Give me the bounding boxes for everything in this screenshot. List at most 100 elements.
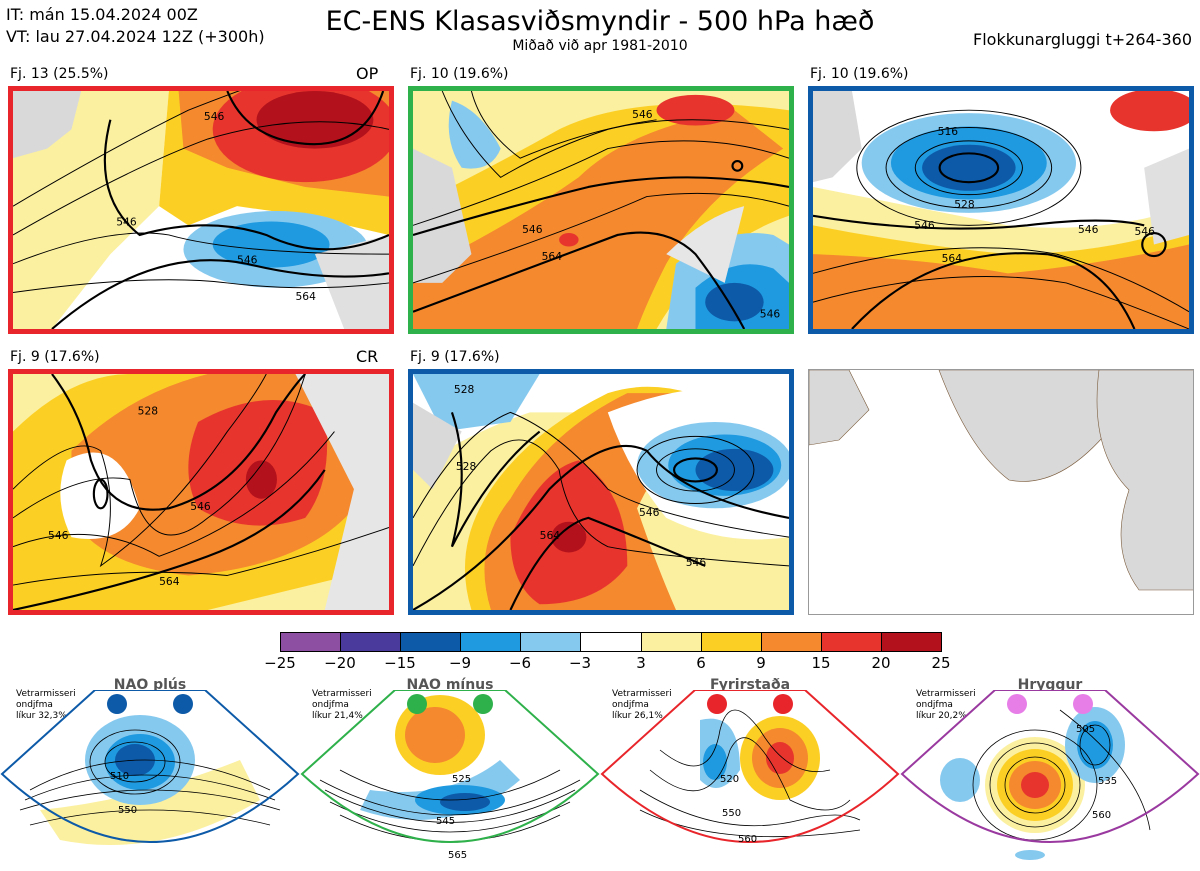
contour-label: 564 [159, 575, 180, 588]
anomaly-map: 528 546 564 546 [13, 374, 389, 610]
contour-label: 546 [760, 308, 781, 321]
contour-label: 565 [448, 850, 467, 861]
regime-title: Hryggur [1017, 677, 1083, 693]
page-subtitle: Miðað við apr 1981-2010 [512, 38, 688, 54]
contour-label: 528 [954, 198, 975, 211]
panel-label: Fj. 9 (17.6%) [410, 349, 500, 365]
contour-label: 528 [138, 404, 159, 417]
colorbar-swatch [341, 633, 402, 651]
colorbar-swatch [401, 633, 462, 651]
panel-label: Fj. 13 (25.5%) [10, 66, 109, 82]
colorbar-tick: 15 [811, 654, 831, 672]
contour-label: 564 [540, 529, 561, 542]
regime-season: Vetrarmisseri [312, 689, 372, 699]
contour-label: 546 [204, 110, 225, 123]
colorbar-tick: −3 [568, 654, 592, 672]
contour-label: 560 [738, 834, 757, 845]
contour-label: 564 [942, 252, 963, 265]
regime-map-blocking: 520 550 560 [600, 690, 900, 845]
regime-months: ondjfma [612, 700, 649, 710]
colorbar-tick: 20 [871, 654, 891, 672]
regime-season: Vetrarmisseri [612, 689, 672, 699]
regime-map-nao-minus: 525 545 565 [300, 690, 600, 861]
contour-label: 546 [914, 219, 935, 232]
anomaly-map: 546 564 546 546 [13, 91, 389, 329]
colorbar-tick: −6 [508, 654, 532, 672]
colorbar-tick: −25 [264, 654, 296, 672]
panel-tag: OP [356, 64, 379, 83]
page-title: EC-ENS Klasasviðsmyndir - 500 hPa hæð [325, 6, 875, 37]
regime-title: Fyrirstaða [709, 677, 791, 693]
cluster-map-4[interactable]: 528 546 564 546 [8, 369, 394, 615]
panel-tag: CR [356, 347, 379, 366]
regime-season: Vetrarmisseri [16, 689, 76, 699]
cluster-map-1[interactable]: 546 564 546 546 [8, 86, 394, 334]
contour-label: 546 [686, 556, 707, 569]
regime-title: NAO mínus [406, 677, 494, 693]
contour-label: 550 [118, 805, 137, 816]
contour-label: 525 [452, 774, 471, 785]
colorbar [280, 632, 942, 652]
regime-info: Vetrarmisseri ondjfma líkur 20,2% [916, 689, 976, 722]
base-map [809, 370, 1193, 591]
classification-window: Flokkunargluggi t+264-360 [973, 30, 1192, 49]
colorbar-swatch [881, 633, 942, 651]
colorbar-tick: 25 [931, 654, 951, 672]
contour-label: 546 [632, 108, 653, 121]
colorbar-swatch [701, 633, 762, 651]
regime-probability: líkur 21,4% [312, 711, 363, 721]
contour-label: 505 [1076, 724, 1095, 735]
colorbar-tick: −15 [384, 654, 416, 672]
contour-label: 545 [436, 816, 455, 827]
cluster-map-5[interactable]: 528 528 546 564 546 [408, 369, 794, 615]
panel-label: Fj. 10 (19.6%) [810, 66, 909, 82]
contour-label: 546 [522, 223, 543, 236]
contour-label: 550 [722, 808, 741, 819]
contour-label: 528 [456, 460, 477, 473]
regime-map-ridge: 505 535 560 [900, 690, 1200, 860]
header-times: IT: mán 15.04.2024 00Z VT: lau 27.04.202… [6, 4, 265, 48]
anomaly-map: 516 528 546 546 564 546 [813, 91, 1189, 329]
contour-label: 546 [190, 500, 211, 513]
colorbar-swatch [761, 633, 822, 651]
panel-label: Fj. 10 (19.6%) [410, 66, 509, 82]
colorbar-tick: 6 [696, 654, 706, 672]
valid-time: VT: lau 27.04.2024 12Z (+300h) [6, 27, 265, 46]
colorbar-swatch [461, 633, 522, 651]
contour-label: 546 [1134, 225, 1155, 238]
initial-time: IT: mán 15.04.2024 00Z [6, 5, 198, 24]
contour-label: 516 [938, 125, 959, 138]
colorbar-swatch [821, 633, 882, 651]
colorbar-tick: −9 [448, 654, 472, 672]
regime-probability: líkur 20,2% [916, 711, 967, 721]
regime-months: ondjfma [916, 700, 953, 710]
regime-probability: líkur 26,1% [612, 711, 663, 721]
colorbar-tick: 9 [756, 654, 766, 672]
regime-map-nao-plus: 510 550 [0, 690, 300, 845]
contour-label: 546 [1078, 223, 1099, 236]
colorbar-swatch [641, 633, 702, 651]
contour-label: 560 [1092, 810, 1111, 821]
colorbar-swatch [581, 633, 642, 651]
regime-months: ondjfma [312, 700, 349, 710]
cluster-map-3[interactable]: 516 528 546 546 564 546 [808, 86, 1194, 334]
contour-label: 510 [110, 771, 129, 782]
colorbar-tick: −20 [324, 654, 356, 672]
regime-months: ondjfma [16, 700, 53, 710]
colorbar-swatch [281, 633, 342, 651]
cluster-map-2[interactable]: 546 546 564 546 [408, 86, 794, 334]
contour-label: 546 [116, 215, 137, 228]
regime-title: NAO plús [113, 677, 187, 693]
regime-info: Vetrarmisseri ondjfma líkur 26,1% [612, 689, 672, 722]
contour-label: 546 [639, 506, 660, 519]
anomaly-map: 528 528 546 564 546 [413, 374, 789, 610]
empty-base-map [808, 369, 1194, 615]
contour-label: 546 [48, 529, 69, 542]
colorbar-swatch [521, 633, 582, 651]
colorbar-tick: 3 [636, 654, 646, 672]
contour-label: 528 [454, 383, 475, 396]
contour-label: 535 [1098, 776, 1117, 787]
contour-label: 564 [295, 290, 316, 303]
contour-label: 520 [720, 774, 739, 785]
regime-info: Vetrarmisseri ondjfma líkur 21,4% [312, 689, 372, 722]
